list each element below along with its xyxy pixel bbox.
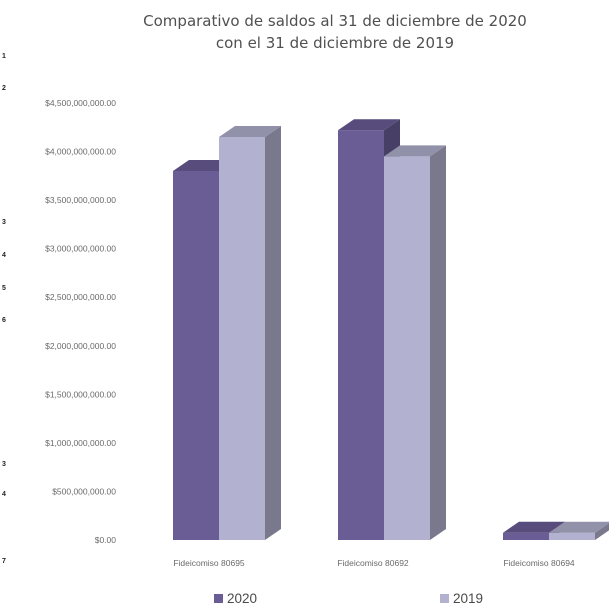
y-tick-label: $1,000,000,000.00 <box>45 438 116 448</box>
bar-top <box>219 125 281 137</box>
margin-mark: 4 <box>2 491 6 498</box>
margin-marks: 1 2 3 4 5 6 3 4 7 <box>2 53 6 565</box>
margin-mark: 3 <box>2 219 6 226</box>
x-tick-label: Fideicomiso 80692 <box>337 558 409 568</box>
margin-mark: 7 <box>2 558 6 565</box>
y-tick-label: $2,000,000,000.00 <box>45 341 116 351</box>
y-tick-label: $1,500,000,000.00 <box>45 389 116 399</box>
chart-title-line-1: Comparativo de saldos al 31 de diciembre… <box>143 12 527 30</box>
y-tick-label: $3,000,000,000.00 <box>45 244 116 254</box>
y-axis: $0.00 $500,000,000.00 $1,000,000,000.00 $1,… <box>45 98 116 545</box>
bar <box>384 145 446 540</box>
bar-front <box>173 170 219 540</box>
x-tick-label: Fideicomiso 80695 <box>173 558 245 568</box>
bar-top <box>338 119 400 131</box>
legend-swatch <box>440 594 449 603</box>
bar-front <box>503 532 549 540</box>
bars <box>173 119 609 541</box>
margin-mark: 6 <box>2 317 6 324</box>
bar-side <box>595 523 609 540</box>
legend: 2020 2019 <box>214 591 483 606</box>
y-tick-label: $500,000,000.00 <box>52 486 116 496</box>
margin-mark: 1 <box>2 53 6 60</box>
chart-title-line-2: con el 31 de diciembre de 2019 <box>216 34 454 52</box>
legend-label: 2019 <box>453 591 483 606</box>
y-tick-label: $0.00 <box>95 535 117 545</box>
y-tick-label: $3,500,000,000.00 <box>45 195 116 205</box>
x-axis: Fideicomiso 80695 Fideicomiso 80692 Fideic… <box>173 558 575 568</box>
margin-mark: 2 <box>2 85 6 92</box>
x-tick-label: Fideicomiso 80694 <box>503 558 575 568</box>
bar-side <box>265 125 281 540</box>
legend-swatch <box>214 594 223 603</box>
bar-front <box>384 156 430 540</box>
margin-mark: 5 <box>2 285 6 292</box>
legend-label: 2020 <box>227 591 257 606</box>
bar-top <box>503 521 565 533</box>
bar-top <box>549 521 609 533</box>
bar-front <box>219 136 265 540</box>
margin-mark: 3 <box>2 461 6 468</box>
bar <box>549 521 609 540</box>
bar-top <box>384 145 446 157</box>
bar <box>219 125 281 540</box>
y-tick-label: $4,000,000,000.00 <box>45 147 116 157</box>
margin-mark: 4 <box>2 252 6 259</box>
bar-front <box>338 130 384 541</box>
y-tick-label: $2,500,000,000.00 <box>45 292 116 302</box>
y-tick-label: $4,500,000,000.00 <box>45 98 116 108</box>
chart-title: Comparativo de saldos al 31 de diciembre… <box>143 12 527 52</box>
bar-front <box>549 532 595 540</box>
bar-side <box>430 145 446 540</box>
